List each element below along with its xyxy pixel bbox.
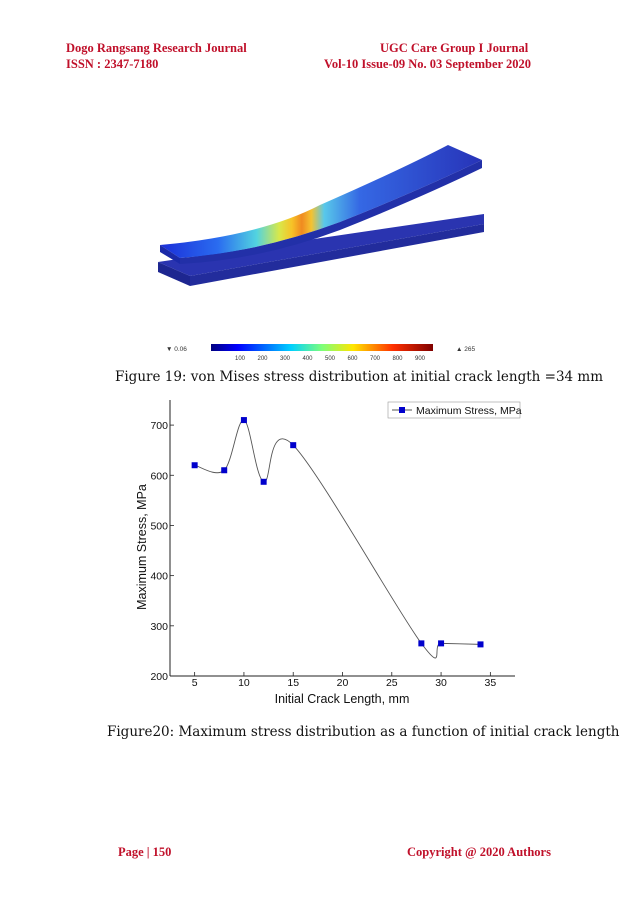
y-tick-label: 400 bbox=[150, 571, 168, 583]
series-points bbox=[191, 417, 484, 648]
x-tick-label: 5 bbox=[192, 677, 198, 689]
legend-marker bbox=[399, 407, 405, 413]
y-tick-label: 200 bbox=[150, 671, 168, 683]
page-number: Page | 150 bbox=[118, 845, 172, 859]
colorbar-tick-label: 400 bbox=[302, 356, 313, 362]
journal-name: Dogo Rangsang Research Journal bbox=[66, 41, 247, 55]
y-tick-label: 300 bbox=[150, 621, 168, 633]
x-tick-label: 10 bbox=[238, 677, 250, 689]
x-tick-label: 35 bbox=[485, 677, 497, 689]
colorbar-tick-label: 100 bbox=[235, 356, 246, 362]
data-point bbox=[240, 417, 247, 424]
colorbar-tick-label: 800 bbox=[392, 356, 403, 362]
colorbar-tick-label: 700 bbox=[370, 356, 381, 362]
fea-stress-figure: ▼ 0.06 ▲ 265 100 200 300 400 500 600 700 800 900 bbox=[158, 145, 484, 362]
y-tick-label: 500 bbox=[150, 520, 168, 532]
issn: ISSN : 2347-7180 bbox=[66, 57, 159, 71]
data-point bbox=[221, 467, 228, 474]
colorbar-tick-label: 900 bbox=[415, 356, 426, 362]
y-tick-label: 700 bbox=[150, 420, 168, 432]
upper-beam bbox=[160, 145, 482, 258]
legend-label: Maximum Stress, MPa bbox=[416, 405, 522, 417]
y-tick-label: 600 bbox=[150, 470, 168, 482]
x-tick-label: 25 bbox=[386, 677, 398, 689]
copyright: Copyright @ 2020 Authors bbox=[407, 845, 551, 859]
x-tick-label: 15 bbox=[287, 677, 299, 689]
colorbar-min: ▼ 0.06 bbox=[166, 346, 187, 353]
data-point bbox=[191, 462, 198, 469]
tick-labels: 5 10 15 20 25 30 35 200 300 400 500 600 700 bbox=[150, 420, 496, 689]
volume-info: Vol-10 Issue-09 No. 03 September 2020 bbox=[324, 57, 531, 71]
data-point bbox=[438, 640, 445, 647]
data-point bbox=[290, 442, 297, 449]
lower-beam bbox=[158, 214, 484, 276]
figure20-caption: Figure20: Maximum stress distribution as… bbox=[107, 724, 620, 740]
colorbar-max: ▲ 265 bbox=[456, 346, 475, 353]
colorbar-tick-label: 300 bbox=[280, 356, 291, 362]
chart-axes bbox=[169, 400, 515, 677]
x-axis-label: Initial Crack Length, mm bbox=[275, 692, 410, 706]
data-point bbox=[477, 641, 484, 648]
y-axis-label: Maximum Stress, MPa bbox=[135, 484, 149, 610]
colorbar-tick-label: 200 bbox=[257, 356, 268, 362]
colorbar bbox=[211, 344, 433, 351]
ugc-group: UGC Care Group I Journal bbox=[380, 41, 529, 55]
data-point bbox=[260, 478, 267, 485]
x-tick-label: 20 bbox=[337, 677, 349, 689]
x-tick-label: 30 bbox=[435, 677, 447, 689]
colorbar-ticks: 100 200 300 400 500 600 700 800 900 bbox=[235, 356, 426, 362]
series-curve bbox=[194, 419, 481, 659]
legend: Maximum Stress, MPa bbox=[387, 401, 522, 419]
max-stress-chart: 5 10 15 20 25 30 35 200 300 400 500 600 700 Initial … bbox=[135, 400, 522, 706]
data-point bbox=[418, 640, 425, 647]
figure19-caption: Figure 19: von Mises stress distribution… bbox=[115, 369, 604, 385]
colorbar-tick-label: 600 bbox=[347, 356, 358, 362]
colorbar-tick-label: 500 bbox=[325, 356, 336, 362]
